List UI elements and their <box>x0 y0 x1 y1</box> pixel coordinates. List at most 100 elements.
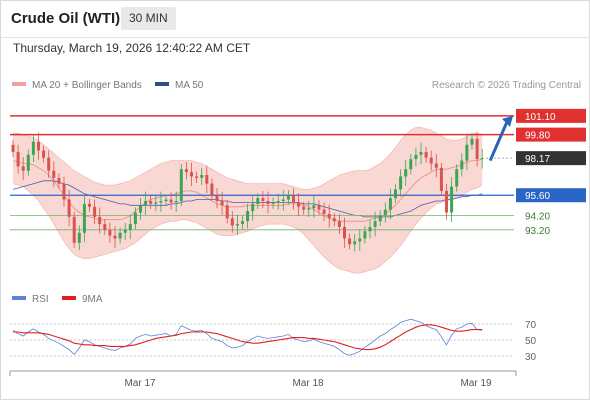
candle-body <box>31 141 35 155</box>
candle-body <box>388 198 392 210</box>
ma50-swatch <box>155 82 169 87</box>
candle-body <box>72 216 76 243</box>
bb-upper-line <box>13 127 483 190</box>
candle-body <box>445 190 448 213</box>
candle-body <box>429 157 433 164</box>
candle-body <box>246 211 250 222</box>
candle-body <box>241 221 244 225</box>
candle-body <box>307 208 311 210</box>
candle-body <box>343 226 346 239</box>
candle-body <box>404 169 408 177</box>
candle-body <box>159 200 163 203</box>
rsi-line <box>12 318 483 356</box>
candle-body <box>47 157 51 171</box>
candle-body <box>42 150 46 158</box>
candle-body <box>271 202 275 204</box>
forecast-arrow-shaft <box>488 121 509 162</box>
candle-body <box>383 209 387 216</box>
candle-body <box>465 144 469 161</box>
candle-body <box>414 154 418 160</box>
rsi-tick-label: 50 <box>525 336 537 347</box>
candle-body <box>62 183 66 200</box>
candle-body <box>394 189 397 199</box>
candle-body <box>169 199 173 203</box>
candle-body <box>200 175 204 178</box>
candle-body <box>251 203 255 212</box>
candle-body <box>205 175 209 184</box>
candle-body <box>144 200 148 206</box>
candle-body <box>52 170 56 178</box>
candle-body <box>368 226 372 232</box>
interval-selector[interactable]: 30 MIN <box>121 7 176 30</box>
candle-body <box>302 206 306 210</box>
header-divider <box>0 37 590 38</box>
current-label: 98.17 <box>525 154 550 165</box>
rsi-9ma-line <box>13 324 483 351</box>
current-label-box <box>516 151 586 166</box>
candle-body <box>149 200 153 204</box>
candle-body <box>67 199 71 217</box>
x-tick-label: Mar 19 <box>460 378 492 389</box>
candle-body <box>16 151 20 167</box>
candle-body <box>455 169 459 187</box>
rsi-label: RSI <box>32 294 49 305</box>
candle-body <box>118 232 122 239</box>
candle-body <box>337 221 341 227</box>
candle-body <box>327 213 331 219</box>
ma9-label: 9MA <box>82 294 103 305</box>
candle-body <box>26 154 30 171</box>
candle-body <box>123 229 127 233</box>
candle-body <box>184 169 188 173</box>
candle-body <box>358 238 362 242</box>
ma20-swatch <box>12 82 26 87</box>
timestamp: Thursday, March 19, 2026 12:40:22 AM CET <box>13 41 251 55</box>
candle-body <box>220 200 224 206</box>
candle-body <box>353 241 357 245</box>
candle-body <box>439 167 443 191</box>
candle-body <box>276 200 280 203</box>
candle-body <box>434 163 438 168</box>
candle-body <box>174 200 178 203</box>
candle-body <box>179 169 183 201</box>
x-tick-label: Mar 17 <box>124 378 156 389</box>
candle-body <box>21 166 25 171</box>
support-label: 94.20 <box>525 211 550 222</box>
rsi-tick-label: 30 <box>525 352 537 363</box>
candle-body <box>266 200 270 204</box>
candle-body <box>450 186 454 213</box>
candle-body <box>409 159 413 170</box>
candle-body <box>11 144 15 152</box>
candle-body <box>475 138 479 160</box>
candle-body <box>88 203 91 207</box>
rsi-swatch <box>12 296 26 301</box>
candle-body <box>297 202 301 207</box>
bollinger-band-fill <box>13 127 483 274</box>
candle-body <box>281 199 285 201</box>
legend-ma20: MA 20 + Bollinger Bands <box>12 80 142 91</box>
candle-body <box>332 218 336 222</box>
candle-body <box>235 224 239 226</box>
candle-body <box>195 176 199 178</box>
legend-9ma: 9MA <box>62 294 103 305</box>
candle-body <box>363 231 367 239</box>
candle-body <box>399 176 403 190</box>
resistance-label: 99.80 <box>525 131 550 142</box>
resistance-label-box <box>516 127 586 142</box>
candle-body <box>190 172 193 177</box>
rsi-tick-label: 70 <box>525 320 537 331</box>
candle-body <box>82 203 86 233</box>
candle-body <box>424 151 428 158</box>
candle-body <box>322 209 326 214</box>
candle-body <box>470 138 474 145</box>
candle-body <box>77 232 81 243</box>
pivot-label-box <box>516 188 586 203</box>
candle-body <box>154 202 158 204</box>
candle-body <box>378 215 382 222</box>
forecast-arrow-head <box>502 115 513 127</box>
resistance-label-box <box>516 108 586 123</box>
candle-body <box>139 205 142 213</box>
candle-body <box>348 238 352 245</box>
candle-body <box>317 205 321 210</box>
ma20-label: MA 20 + Bollinger Bands <box>32 80 142 91</box>
ma9-swatch <box>62 296 76 301</box>
